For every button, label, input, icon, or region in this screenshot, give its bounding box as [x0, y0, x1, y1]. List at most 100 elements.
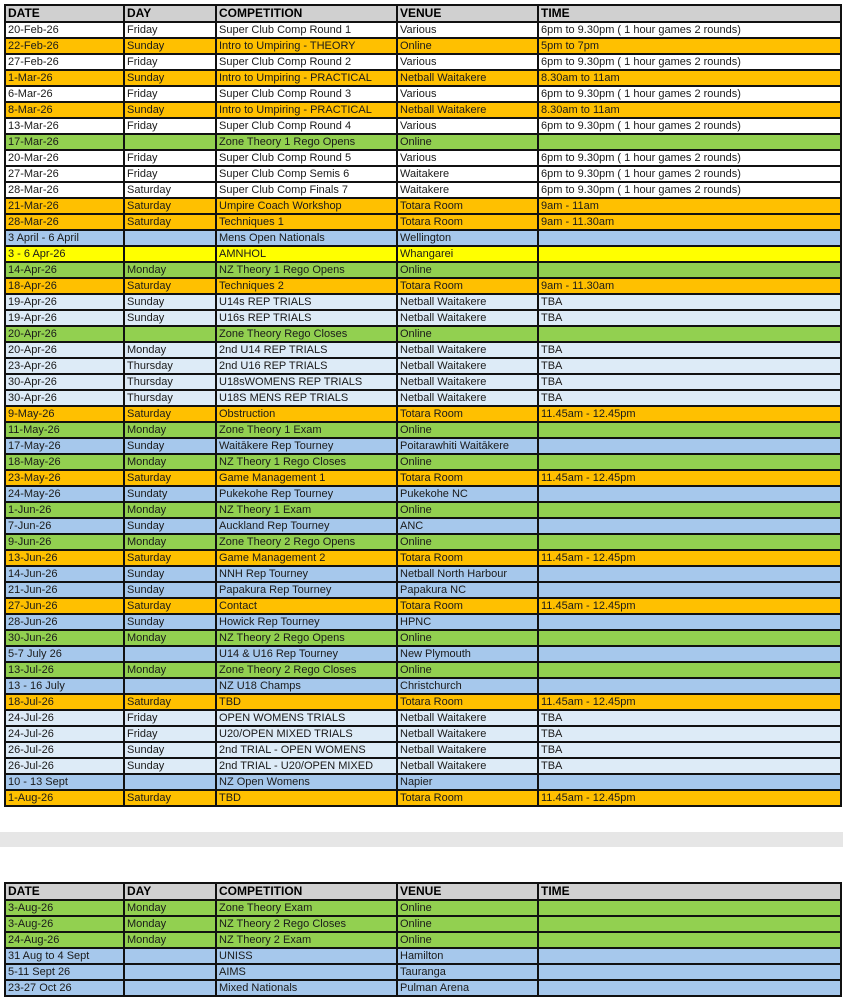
cell-day [125, 775, 215, 789]
cell-time: 6pm to 9.30pm ( 1 hour games 2 rounds) [539, 87, 840, 101]
table-row: 3 April - 6 April Mens Open Nationals Well… [6, 231, 840, 245]
cell-venue: Totara Room [398, 199, 537, 213]
cell-day [125, 647, 215, 661]
table-body: 3-Aug-26 Monday Zone Theory Exam Online 3-Au… [6, 901, 840, 995]
cell-venue: Napier [398, 775, 537, 789]
table-row: 9-May-26 Saturday Obstruction Totara Room 11… [6, 407, 840, 421]
table-body: 20-Feb-26 Friday Super Club Comp Round 1 Va… [6, 23, 840, 805]
cell-time: TBA [539, 295, 840, 309]
cell-competition: Mens Open Nationals [217, 231, 396, 245]
cell-day [125, 327, 215, 341]
cell-time: 6pm to 9.30pm ( 1 hour games 2 rounds) [539, 55, 840, 69]
cell-time [539, 567, 840, 581]
cell-venue: Hamilton [398, 949, 537, 963]
table-row: 31 Aug to 4 Sept UNISS Hamilton [6, 949, 840, 963]
cell-time: TBA [539, 743, 840, 757]
cell-day: Sunday [125, 583, 215, 597]
cell-day: Thursday [125, 391, 215, 405]
cell-day: Saturday [125, 279, 215, 293]
table-row: 24-May-26 Sundaty Pukekohe Rep Tourney Puke… [6, 487, 840, 501]
cell-day: Sundaty [125, 487, 215, 501]
cell-time: 6pm to 9.30pm ( 1 hour games 2 rounds) [539, 119, 840, 133]
cell-date: 13 - 16 July [6, 679, 123, 693]
cell-date: 27-Mar-26 [6, 167, 123, 181]
cell-day: Sunday [125, 295, 215, 309]
cell-venue: Whangarei [398, 247, 537, 261]
cell-day: Thursday [125, 359, 215, 373]
table-row: 1-Jun-26 Monday NZ Theory 1 Exam Online [6, 503, 840, 517]
cell-day: Friday [125, 151, 215, 165]
cell-competition: Umpire Coach Workshop [217, 199, 396, 213]
cell-day: Sunday [125, 743, 215, 757]
cell-day: Monday [125, 663, 215, 677]
cell-date: 20-Apr-26 [6, 343, 123, 357]
header-date: DATE [6, 6, 123, 21]
cell-time: 8.30am to 11am [539, 103, 840, 117]
cell-date: 17-May-26 [6, 439, 123, 453]
cell-venue: Totara Room [398, 551, 537, 565]
cell-venue: Christchurch [398, 679, 537, 693]
cell-date: 26-Jul-26 [6, 743, 123, 757]
cell-date: 28-Mar-26 [6, 215, 123, 229]
schedule-table-continued: DATE DAY COMPETITION VENUE TIME 3-Aug-26… [4, 882, 842, 997]
page-divider [0, 832, 843, 847]
cell-venue: Netball North Harbour [398, 567, 537, 581]
cell-day: Sunday [125, 759, 215, 773]
cell-competition: Techniques 2 [217, 279, 396, 293]
cell-time: 8.30am to 11am [539, 71, 840, 85]
cell-day: Friday [125, 23, 215, 37]
table-row: 23-May-26 Saturday Game Management 1 Totara… [6, 471, 840, 485]
schedule-table-main: DATE DAY COMPETITION VENUE TIME 20-Feb-2… [4, 4, 842, 807]
cell-venue: ANC [398, 519, 537, 533]
table-row: 20-Mar-26 Friday Super Club Comp Round 5 Va… [6, 151, 840, 165]
cell-date: 1-Jun-26 [6, 503, 123, 517]
cell-competition: Zone Theory 2 Rego Closes [217, 663, 396, 677]
cell-competition: Howick Rep Tourney [217, 615, 396, 629]
cell-venue: Pulman Arena [398, 981, 537, 995]
cell-venue: Wellington [398, 231, 537, 245]
cell-time [539, 263, 840, 277]
cell-competition: Obstruction [217, 407, 396, 421]
table-row: 1-Aug-26 Saturday TBD Totara Room 11.45am - … [6, 791, 840, 805]
cell-time [539, 583, 840, 597]
cell-time: TBA [539, 343, 840, 357]
cell-time [539, 327, 840, 341]
cell-competition: Zone Theory 1 Exam [217, 423, 396, 437]
table-row: 14-Jun-26 Sunday NNH Rep Tourney Netball No… [6, 567, 840, 581]
cell-day: Saturday [125, 471, 215, 485]
table-row: 19-Apr-26 Sunday U14s REP TRIALS Netball Wa… [6, 295, 840, 309]
cell-date: 20-Apr-26 [6, 327, 123, 341]
cell-day: Sunday [125, 615, 215, 629]
cell-date: 9-May-26 [6, 407, 123, 421]
table-row: 1-Mar-26 Sunday Intro to Umpiring - PRACTI… [6, 71, 840, 85]
cell-venue: Online [398, 263, 537, 277]
cell-date: 28-Jun-26 [6, 615, 123, 629]
cell-day: Sunday [125, 103, 215, 117]
cell-competition: Super Club Comp Round 1 [217, 23, 396, 37]
cell-venue: Online [398, 503, 537, 517]
table-row: 18-Jul-26 Saturday TBD Totara Room 11.45am -… [6, 695, 840, 709]
cell-time: 11.45am - 12.45pm [539, 791, 840, 805]
cell-competition: U14 & U16 Rep Tourney [217, 647, 396, 661]
cell-time: 11.45am - 12.45pm [539, 695, 840, 709]
table-row: 21-Mar-26 Saturday Umpire Coach Workshop To… [6, 199, 840, 213]
cell-competition: 2nd TRIAL - OPEN WOMENS [217, 743, 396, 757]
table-row: 5-7 July 26 U14 & U16 Rep Tourney New Plym… [6, 647, 840, 661]
cell-date: 14-Apr-26 [6, 263, 123, 277]
cell-venue: Netball Waitakere [398, 727, 537, 741]
cell-venue: HPNC [398, 615, 537, 629]
header-day: DAY [125, 884, 215, 899]
cell-date: 13-Jun-26 [6, 551, 123, 565]
table-row: 20-Apr-26 Monday 2nd U14 REP TRIALS Netball… [6, 343, 840, 357]
cell-day: Sunday [125, 39, 215, 53]
table-row: 5-11 Sept 26 AIMS Tauranga [6, 965, 840, 979]
cell-competition: Super Club Comp Round 3 [217, 87, 396, 101]
cell-venue: Totara Room [398, 599, 537, 613]
cell-time: 11.45am - 12.45pm [539, 471, 840, 485]
table-row: 20-Apr-26 Zone Theory Rego Closes Online [6, 327, 840, 341]
table-row: 13-Mar-26 Friday Super Club Comp Round 4 Va… [6, 119, 840, 133]
cell-time [539, 423, 840, 437]
cell-competition: 2nd U14 REP TRIALS [217, 343, 396, 357]
cell-date: 24-Aug-26 [6, 933, 123, 947]
cell-venue: Netball Waitakere [398, 103, 537, 117]
